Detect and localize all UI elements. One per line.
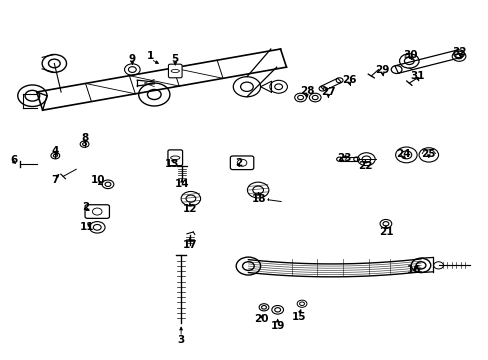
Text: 32: 32	[452, 46, 467, 57]
Polygon shape	[394, 50, 460, 73]
Polygon shape	[339, 157, 356, 161]
Text: 7: 7	[52, 175, 59, 185]
Text: 6: 6	[11, 155, 18, 165]
Text: 5: 5	[171, 54, 179, 64]
Polygon shape	[320, 78, 341, 91]
Text: 19: 19	[270, 321, 285, 331]
Text: 20: 20	[254, 314, 268, 324]
Text: 18: 18	[251, 194, 266, 204]
Text: 26: 26	[342, 75, 356, 85]
Text: 9: 9	[128, 54, 136, 64]
Text: 8: 8	[81, 133, 88, 143]
Text: 23: 23	[337, 153, 351, 163]
Text: 10: 10	[91, 175, 105, 185]
FancyBboxPatch shape	[167, 150, 182, 166]
Text: 25: 25	[421, 149, 435, 159]
Text: 14: 14	[174, 179, 189, 189]
Text: 22: 22	[357, 161, 372, 171]
Text: 2: 2	[82, 202, 89, 212]
Text: 16: 16	[406, 265, 421, 275]
Text: 28: 28	[299, 86, 313, 96]
Text: 31: 31	[409, 71, 424, 81]
Text: 27: 27	[321, 87, 335, 97]
Text: 1: 1	[147, 51, 154, 61]
Text: 30: 30	[402, 50, 417, 60]
Text: 3: 3	[177, 334, 184, 345]
Text: 29: 29	[374, 64, 389, 75]
Text: 17: 17	[182, 240, 197, 250]
FancyBboxPatch shape	[230, 156, 253, 170]
Text: 13: 13	[165, 159, 179, 169]
Text: 12: 12	[182, 204, 197, 215]
Text: 2: 2	[235, 158, 242, 168]
Text: 11: 11	[80, 222, 95, 232]
FancyBboxPatch shape	[85, 205, 109, 219]
Text: 21: 21	[378, 227, 392, 237]
FancyBboxPatch shape	[168, 64, 182, 78]
Text: 15: 15	[291, 312, 306, 322]
Text: 24: 24	[395, 149, 409, 159]
Text: 4: 4	[52, 146, 59, 156]
